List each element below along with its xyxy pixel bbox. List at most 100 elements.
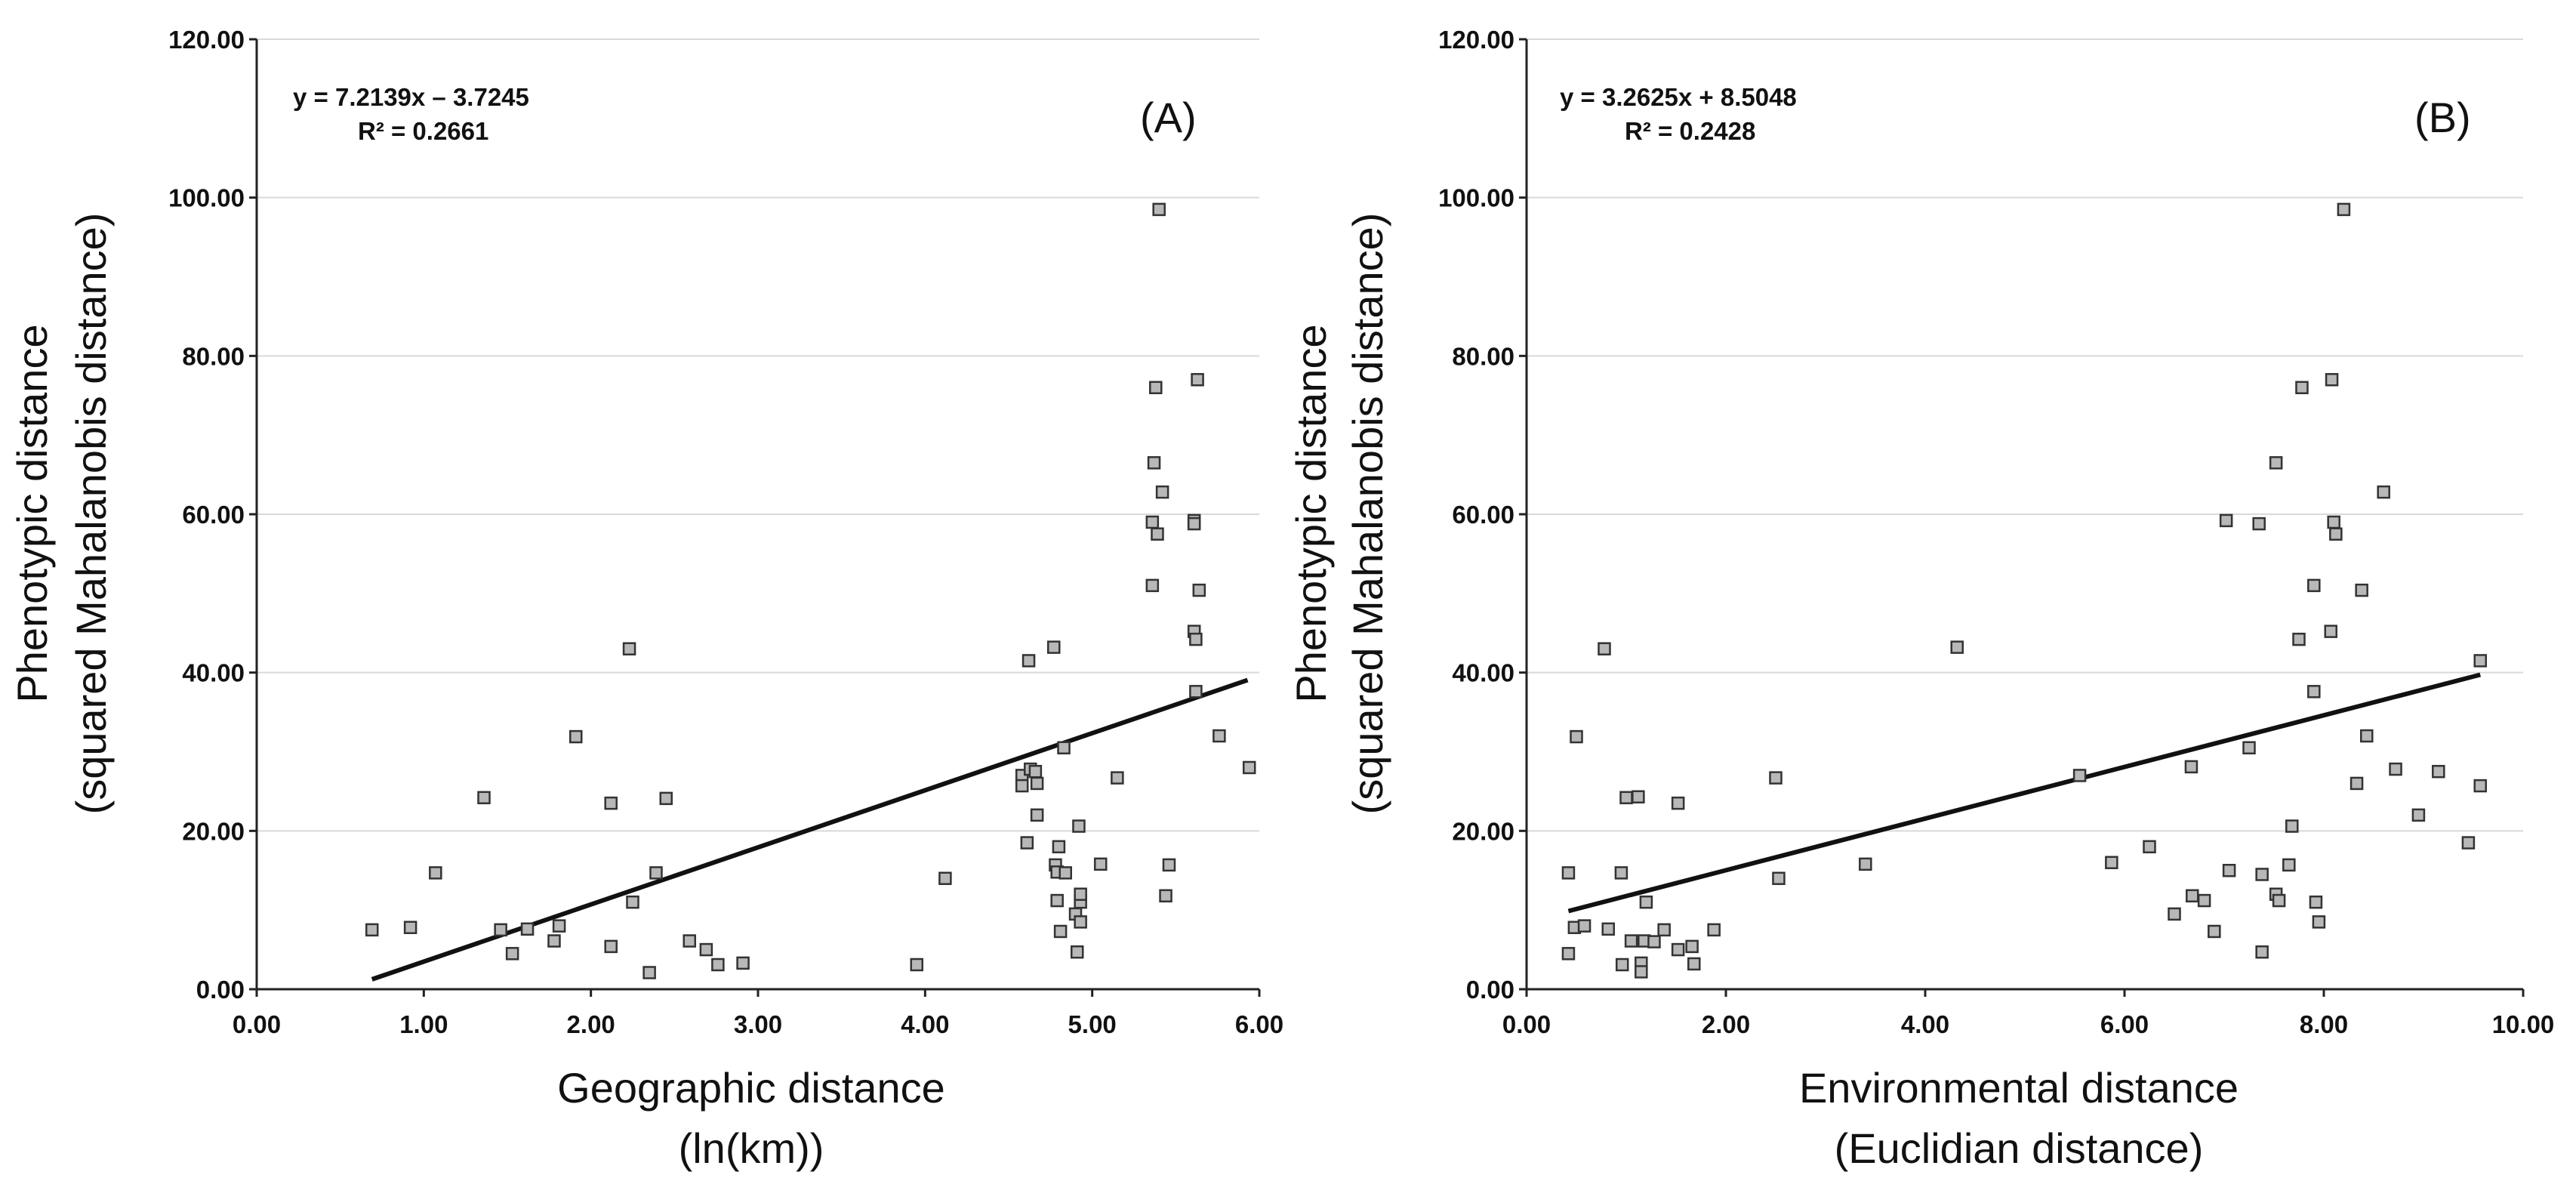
data-point (2307, 578, 2321, 593)
x-tick-label: 3.00 (734, 1010, 782, 1038)
data-point (604, 939, 618, 954)
data-point (1615, 958, 1629, 972)
y-tick-label: 60.00 (182, 501, 245, 529)
data-point (429, 866, 442, 880)
data-point (1050, 893, 1064, 908)
r-squared-label: R² = 0.2661 (358, 117, 488, 145)
scatter-chart-a: 0.00 20.00 40.00 60.00 80.00 100.00 120.00 0.00… (8, 26, 1283, 1172)
data-point (1561, 866, 1576, 880)
data-point (2105, 856, 2118, 870)
x-tick-label: 5.00 (1068, 1010, 1117, 1038)
data-point (604, 796, 618, 810)
x-tick-label: 0.00 (1502, 1010, 1551, 1038)
x-tick-label: 4.00 (1901, 1010, 1949, 1038)
data-point (2309, 895, 2323, 909)
data-point (2282, 858, 2296, 872)
data-point (711, 958, 725, 972)
x-tick-label: 1.00 (399, 1010, 448, 1038)
data-point (1015, 779, 1029, 793)
data-point (622, 642, 636, 655)
x-tick-label: 2.00 (1702, 1010, 1750, 1038)
x-tick-label: 8.00 (2300, 1010, 2348, 1038)
data-point (1159, 889, 1172, 903)
data-point (1707, 923, 1721, 937)
data-point (1191, 373, 1204, 387)
data-point (1151, 527, 1164, 541)
data-point (2461, 836, 2476, 850)
data-point (2072, 769, 2087, 782)
data-point (1070, 945, 1084, 959)
data-point (2432, 764, 2445, 779)
y-tick-label: 40.00 (182, 659, 245, 687)
data-point (1639, 895, 1653, 909)
data-point (403, 921, 418, 934)
data-point (2324, 624, 2337, 638)
data-point (520, 922, 535, 936)
data-point (1772, 871, 1786, 885)
data-point (1028, 764, 1043, 779)
x-axis-title-line1: Geographic distance (557, 1064, 945, 1112)
data-point (1577, 919, 1592, 933)
data-point (1057, 741, 1071, 755)
data-point (1859, 857, 1872, 871)
data-point (1020, 836, 1034, 850)
data-point (365, 923, 379, 937)
x-axis-title-line2: (ln(km)) (679, 1124, 824, 1172)
data-point (649, 866, 663, 880)
y-tick-label: 80.00 (1452, 342, 1514, 370)
data-point (1149, 381, 1163, 395)
data-point (736, 956, 750, 970)
data-point (2411, 808, 2426, 822)
data-point (2355, 583, 2368, 597)
data-point (2255, 868, 2269, 881)
regression-equation: y = 3.2625x + 8.5048 (1560, 83, 1797, 111)
data-point (1152, 202, 1166, 217)
y-tick-label: 20.00 (1452, 817, 1514, 845)
data-point (2360, 729, 2374, 743)
data-point (1632, 790, 1645, 804)
panel-label: (A) (1140, 94, 1197, 141)
data-point (1021, 654, 1036, 668)
y-tick-label: 100.00 (1438, 184, 1514, 212)
y-axis-title-line1: Phenotypic distance (8, 324, 56, 702)
data-point (1601, 922, 1615, 936)
data-point (1635, 965, 1648, 979)
data-point (1187, 517, 1201, 531)
data-point (2312, 915, 2326, 929)
data-point (2208, 924, 2221, 939)
data-point (477, 791, 491, 805)
data-point (2143, 840, 2156, 854)
data-point (1685, 939, 1699, 954)
data-point (2473, 654, 2487, 668)
data-point (1030, 776, 1044, 791)
data-point (2295, 381, 2309, 395)
x-axis-title-line2: (Euclidian distance) (1835, 1124, 2204, 1172)
chart-panel-b: 0.00 20.00 40.00 60.00 80.00 100.00 120.00 0.00… (1288, 0, 2576, 1178)
data-point (1072, 819, 1086, 833)
data-point (2168, 907, 2181, 921)
data-point (2473, 779, 2487, 793)
data-point (1162, 858, 1176, 872)
data-point (2186, 889, 2199, 903)
x-tick-label: 2.00 (567, 1010, 615, 1038)
data-point (1145, 515, 1160, 529)
x-tick-label: 4.00 (901, 1010, 949, 1038)
data-point (2389, 762, 2402, 776)
data-point (2337, 202, 2351, 217)
data-point (1242, 760, 1256, 775)
data-point (547, 934, 561, 948)
data-point (642, 966, 656, 979)
x-axis-title-line1: Environmental distance (1799, 1064, 2239, 1112)
data-point (494, 923, 507, 937)
regression-equation: y = 7.2139x – 3.7245 (293, 83, 529, 111)
y-tick-label: 0.00 (196, 976, 245, 1004)
data-point (1647, 935, 1661, 948)
data-point (659, 791, 673, 806)
r-squared-label: R² = 0.2428 (1625, 117, 1755, 145)
y-axis-title-line2: (squared Mahalanobis distance) (1344, 213, 1391, 815)
data-point (1111, 771, 1124, 785)
data-point (1192, 583, 1206, 597)
data-point (683, 934, 697, 948)
data-point (910, 958, 924, 972)
data-point (1052, 840, 1066, 854)
